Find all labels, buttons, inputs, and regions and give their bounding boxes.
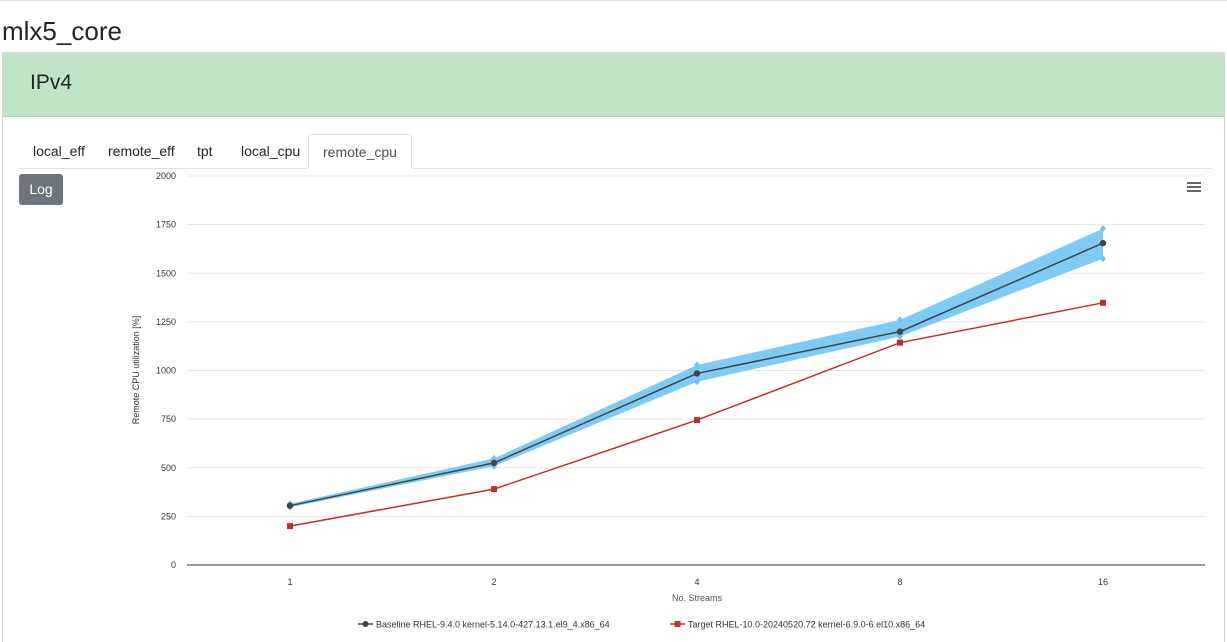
band-marker — [694, 378, 700, 386]
legend-baseline-label: Baseline RHEL-9.4.0 kernel-5.14.0-427.13… — [376, 620, 610, 630]
y-tick-label: 500 — [161, 463, 176, 473]
target-point — [694, 417, 700, 424]
plot-area — [286, 225, 1107, 530]
ipv4-panel: IPv4 local_eff remote_eff tpt local_cpu … — [2, 52, 1225, 642]
baseline-point — [1099, 239, 1107, 247]
tab-remote-eff[interactable]: remote_eff — [108, 143, 175, 159]
y-tick-label: 250 — [161, 511, 176, 521]
baseline-point — [693, 370, 701, 377]
chart-grid — [187, 175, 1205, 517]
y-tick-label: 750 — [161, 414, 176, 424]
y-tick-label: 1000 — [156, 366, 176, 376]
x-tick-label: 4 — [694, 577, 699, 587]
target-point — [1100, 299, 1106, 306]
panel-header: IPv4 — [3, 53, 1224, 117]
x-axis: 1 2 4 8 16 — [187, 564, 1205, 587]
tab-local-cpu[interactable]: local_cpu — [241, 143, 301, 159]
tab-remote-cpu[interactable]: remote_cpu — [308, 134, 412, 169]
band-marker — [1100, 255, 1106, 263]
module-title: mlx5_core — [2, 16, 122, 46]
x-tick-label: 2 — [491, 577, 496, 587]
band-marker — [897, 316, 903, 324]
log-scale-button[interactable]: Log — [19, 174, 63, 205]
target-point — [287, 523, 293, 530]
metric-tabs: local_eff remote_eff tpt local_cpu remot… — [19, 134, 1211, 169]
chart-legend: Baseline RHEL-9.4.0 kernel-5.14.0-427.13… — [358, 620, 925, 630]
top-divider — [0, 0, 1227, 3]
y-tick-label: 2000 — [156, 171, 176, 181]
y-axis: 0 250 500 750 1000 1250 1500 1750 2000 — [156, 171, 176, 570]
y-axis-title: Remote CPU utilization [%] — [131, 316, 141, 425]
legend-target-marker — [674, 621, 681, 627]
y-tick-label: 1750 — [156, 220, 176, 230]
target-point — [491, 486, 497, 493]
band-marker — [694, 361, 700, 369]
x-tick-label: 1 — [287, 577, 292, 587]
panel-title: IPv4 — [30, 71, 73, 94]
baseline-point — [490, 459, 498, 467]
legend-target-label: Target RHEL-10.0-20240520.72 kernel-6.9.… — [688, 620, 925, 630]
target-series-line — [289, 302, 1104, 527]
y-tick-label: 1500 — [156, 268, 176, 278]
legend-baseline-marker — [362, 621, 369, 627]
x-tick-label: 16 — [1098, 577, 1108, 587]
y-tick-label: 1250 — [156, 317, 176, 327]
baseline-point — [896, 328, 904, 335]
band-marker — [1100, 225, 1106, 233]
hamburger-menu-icon[interactable] — [1187, 182, 1201, 192]
target-point — [897, 339, 903, 346]
baseline-point — [286, 502, 294, 509]
y-tick-label: 0 — [171, 560, 176, 570]
tab-tpt[interactable]: tpt — [197, 143, 213, 159]
band-marker — [897, 332, 903, 340]
x-tick-label: 8 — [897, 577, 902, 587]
x-axis-title: No. Streams — [672, 593, 723, 603]
tab-local-eff[interactable]: local_eff — [33, 143, 85, 159]
